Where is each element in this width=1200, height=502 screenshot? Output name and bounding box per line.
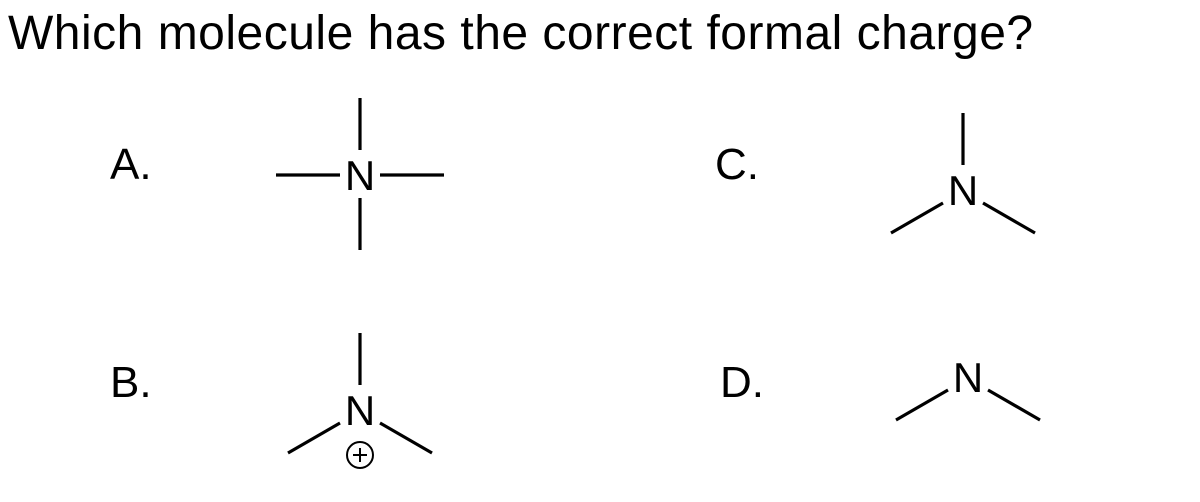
option-a-label: A. bbox=[110, 140, 152, 190]
option-b-label: B. bbox=[110, 358, 152, 408]
molecule-a: N bbox=[250, 90, 470, 260]
bond-right bbox=[380, 423, 432, 453]
atom-n: N bbox=[345, 152, 375, 199]
bond-right bbox=[983, 203, 1035, 233]
atom-n: N bbox=[948, 167, 978, 214]
bond-left bbox=[891, 203, 943, 233]
bond-left bbox=[896, 390, 948, 420]
bond-right bbox=[988, 390, 1040, 420]
bond-left bbox=[288, 423, 340, 453]
option-d-label: D. bbox=[720, 358, 764, 408]
molecule-b: N bbox=[250, 315, 470, 490]
atom-n: N bbox=[345, 387, 375, 434]
question-title: Which molecule has the correct formal ch… bbox=[8, 6, 1034, 61]
atom-n: N bbox=[953, 354, 983, 401]
molecule-c: N bbox=[850, 95, 1070, 255]
molecule-d: N bbox=[855, 330, 1075, 450]
option-c-label: C. bbox=[715, 140, 759, 190]
